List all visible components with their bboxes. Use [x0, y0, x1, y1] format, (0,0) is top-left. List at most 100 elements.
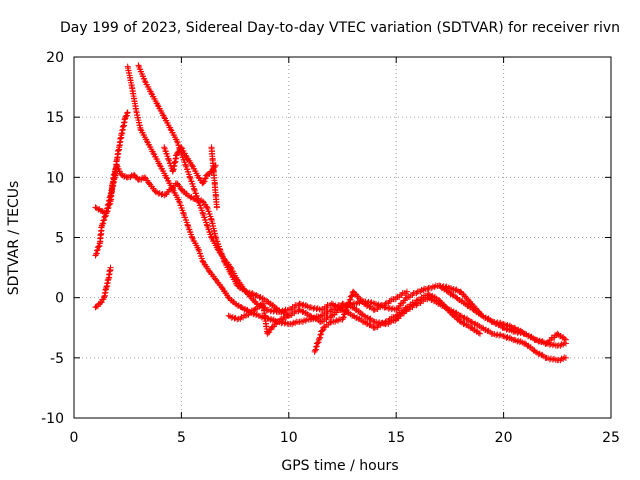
data-point-marker [110, 172, 117, 179]
data-point-marker [161, 114, 168, 121]
data-point-marker [106, 267, 113, 274]
data-point-marker [452, 287, 459, 294]
data-point-marker [343, 304, 350, 311]
data-point-marker [302, 302, 309, 309]
data-point-marker [180, 210, 187, 217]
data-point-marker [161, 144, 168, 151]
data-point-marker [341, 311, 348, 318]
data-point-marker [506, 335, 513, 342]
data-point-marker [436, 282, 443, 289]
data-point-marker [208, 234, 215, 241]
data-point-marker [225, 312, 232, 319]
data-point-marker [444, 288, 451, 295]
data-point-marker [95, 243, 102, 250]
series-track-a [92, 264, 114, 311]
data-point-marker [312, 347, 319, 354]
data-point-marker [221, 256, 228, 263]
data-point-marker [468, 324, 475, 331]
data-point-marker [146, 180, 153, 187]
data-point-marker [414, 297, 421, 304]
data-point-marker [163, 174, 170, 181]
data-point-marker [148, 90, 155, 97]
y-tick-label: 20 [46, 50, 64, 66]
x-tick-label: 20 [495, 430, 513, 446]
data-point-marker [348, 293, 355, 300]
chart-title: Day 199 of 2023, Sidereal Day-to-day VTE… [60, 20, 620, 36]
data-point-marker [371, 324, 378, 331]
data-point-marker [178, 144, 185, 151]
data-point-marker [156, 162, 163, 169]
data-point-marker [171, 159, 178, 166]
data-point-marker [201, 175, 208, 182]
data-points [92, 62, 569, 364]
data-point-marker [189, 162, 196, 169]
data-point-marker [461, 300, 468, 307]
data-point-marker [195, 174, 202, 181]
data-point-marker [319, 327, 326, 334]
data-point-marker [393, 312, 400, 319]
data-point-marker [213, 204, 220, 211]
data-point-marker [234, 276, 241, 283]
axis-ticks: 0 5 10 15 20 25 -10 -5 0 5 10 15 20 [41, 50, 620, 446]
data-point-marker [113, 162, 120, 169]
data-point-marker [104, 205, 111, 212]
data-point-marker [119, 127, 126, 134]
data-point-marker [402, 304, 409, 311]
y-tick-label: 15 [46, 110, 64, 126]
data-point-marker [170, 163, 177, 170]
series-track-j [436, 282, 569, 347]
data-point-marker [382, 318, 389, 325]
data-point-marker [342, 307, 349, 314]
data-point-marker [172, 155, 179, 162]
data-point-marker [314, 339, 321, 346]
data-point-marker [340, 314, 347, 321]
data-point-marker [115, 147, 122, 154]
data-point-marker [522, 340, 529, 347]
data-point-marker [320, 324, 327, 331]
data-point-marker [554, 330, 561, 337]
data-point-marker [103, 283, 110, 290]
data-point-marker [562, 354, 569, 361]
data-point-marker [382, 300, 389, 307]
data-point-marker [269, 317, 276, 324]
data-point-marker [137, 126, 144, 133]
data-point-marker [121, 119, 127, 126]
data-point-marker [242, 312, 249, 319]
data-point-marker [393, 294, 400, 301]
data-point-marker [186, 174, 193, 181]
data-point-marker [152, 188, 159, 195]
series-track-d [124, 63, 569, 364]
data-point-marker [103, 208, 110, 215]
data-point-marker [516, 338, 523, 345]
data-point-marker [99, 220, 106, 227]
data-point-marker [135, 62, 142, 69]
data-point-marker [167, 126, 174, 133]
data-point-marker [371, 306, 378, 313]
y-tick-label: 10 [46, 170, 64, 186]
x-tick-label: 10 [280, 430, 298, 446]
data-point-marker [562, 336, 569, 343]
y-tick-label: 0 [55, 291, 64, 307]
data-point-marker [212, 276, 219, 283]
data-point-marker [258, 301, 265, 308]
x-tick-label: 25 [602, 430, 620, 446]
y-tick-label: 5 [55, 231, 64, 247]
data-point-marker [124, 109, 131, 116]
grid-lines [74, 57, 611, 418]
data-point-marker [264, 298, 271, 305]
data-point-marker [328, 306, 335, 313]
data-point-marker [104, 280, 111, 287]
x-tick-label: 0 [70, 430, 79, 446]
data-point-marker [182, 152, 189, 159]
data-point-marker [346, 296, 353, 303]
data-point-marker [171, 159, 178, 166]
data-point-marker [154, 102, 161, 109]
data-point-marker [93, 247, 100, 254]
data-point-marker [174, 180, 181, 187]
data-point-marker [120, 123, 127, 130]
data-point-marker [424, 286, 431, 293]
data-point-marker [199, 258, 206, 265]
data-point-marker [119, 123, 126, 130]
data-point-marker [117, 135, 124, 142]
